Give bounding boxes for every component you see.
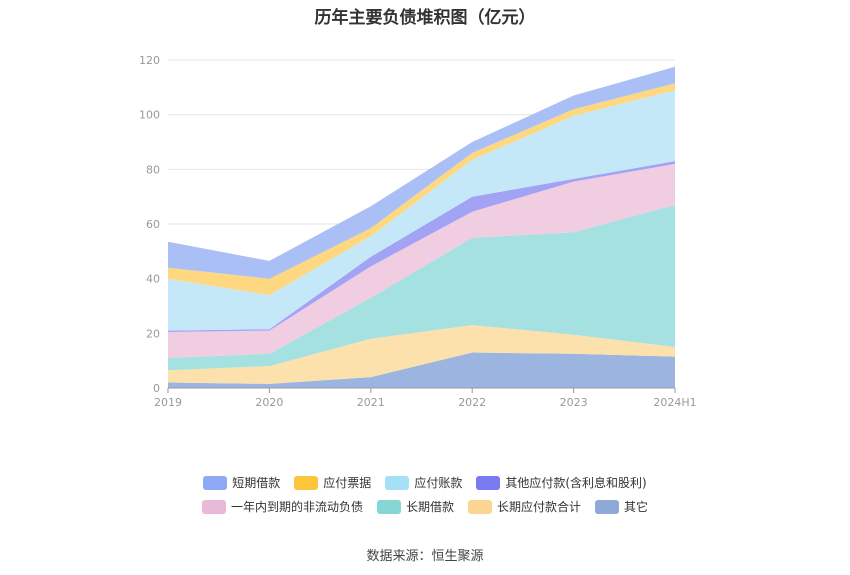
legend-item[interactable]: 应付账款 [385,474,462,491]
legend-label: 应付票据 [323,476,372,490]
y-tick-label: 20 [146,327,160,340]
x-tick-label: 2019 [154,396,182,409]
legend-label: 其他应付款(含利息和股利) [505,476,647,490]
legend-item[interactable]: 长期借款 [376,498,454,515]
chart-title: 历年主要负债堆积图（亿元） [314,8,536,28]
x-tick-label: 2021 [357,396,385,409]
legend-item[interactable]: 长期应付款合计 [468,498,581,515]
legend-label: 长期借款 [405,500,454,514]
legend-swatch [294,475,319,490]
axis-layer: 0 20 40 60 80 100 120 2019 2020 2021 2022 2023 2024H… [139,54,697,409]
x-tick-label: 2020 [255,396,283,409]
legend-item[interactable]: 其它 [595,498,648,515]
area-series [168,90,675,331]
legend-label: 其它 [624,500,649,514]
y-tick-label: 120 [139,54,160,67]
legend-swatch [385,475,410,490]
legend-swatch [201,499,226,514]
legend-row-2: 一年内到期的非流动负债 长期借款 长期应付款合计 其它 [0,498,850,515]
legend-item[interactable]: 应付票据 [294,474,371,491]
legend-item[interactable]: 短期借款 [203,474,280,491]
y-tick-label: 80 [146,163,160,176]
area-series [168,163,675,358]
legend-swatch [595,499,620,514]
area-series [168,66,675,279]
y-tick-label: 60 [146,218,160,231]
legend-row-1: 短期借款 应付票据 应付账款 其他应付款(含利息和股利) [0,474,850,491]
area-series [168,325,675,384]
legend-item[interactable]: 一年内到期的非流动负债 [201,498,363,515]
legend-label: 长期应付款合计 [497,500,582,514]
y-tick-label: 100 [139,109,160,122]
area-series [168,204,675,371]
area-series [168,83,675,296]
legend-swatch [376,499,401,514]
legend-label: 应付账款 [414,476,463,490]
x-tick-label: 2024H1 [653,396,696,409]
area-layer [168,66,675,388]
legend-swatch [476,475,501,490]
legend-label: 一年内到期的非流动负债 [230,500,363,514]
x-tick-label: 2023 [560,396,588,409]
legend-label: 短期借款 [232,476,281,490]
legend-swatch [203,475,228,490]
area-series [168,352,675,388]
legend-item[interactable]: 其他应付款(含利息和股利) [476,474,647,491]
legend-swatch [468,499,492,514]
source-note: 数据来源：恒生聚源 [366,549,484,564]
y-tick-label: 40 [146,273,160,286]
y-tick-label: 0 [153,382,160,395]
x-tick-label: 2022 [458,396,486,409]
